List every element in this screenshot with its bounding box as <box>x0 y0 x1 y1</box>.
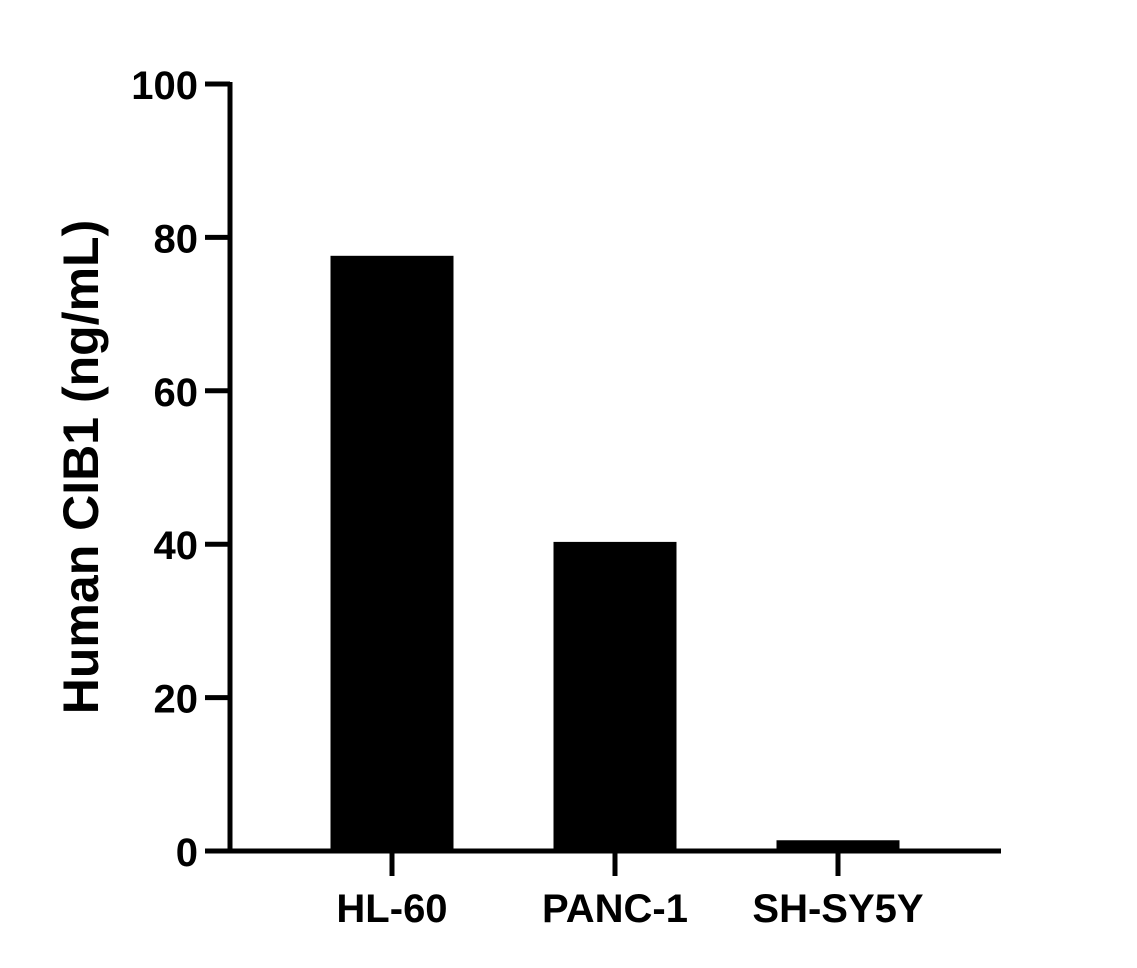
bar-sh-sy5y <box>776 840 900 851</box>
bar-panc-1 <box>553 541 677 851</box>
y-tick-label: 80 <box>154 217 199 261</box>
y-axis-label: Human CIB1 (ng/mL) <box>53 220 109 714</box>
bar-hl-60 <box>330 255 454 852</box>
y-tick-label: 0 <box>176 831 198 875</box>
x-tick-label: PANC-1 <box>542 887 688 931</box>
x-tick-label: HL-60 <box>336 887 447 931</box>
y-tick-label: 60 <box>154 371 199 415</box>
x-tick-label: SH-SY5Y <box>752 887 923 931</box>
y-tick-label: 100 <box>131 64 198 108</box>
y-tick-label: 40 <box>154 524 199 568</box>
y-tick-label: 20 <box>154 678 199 722</box>
